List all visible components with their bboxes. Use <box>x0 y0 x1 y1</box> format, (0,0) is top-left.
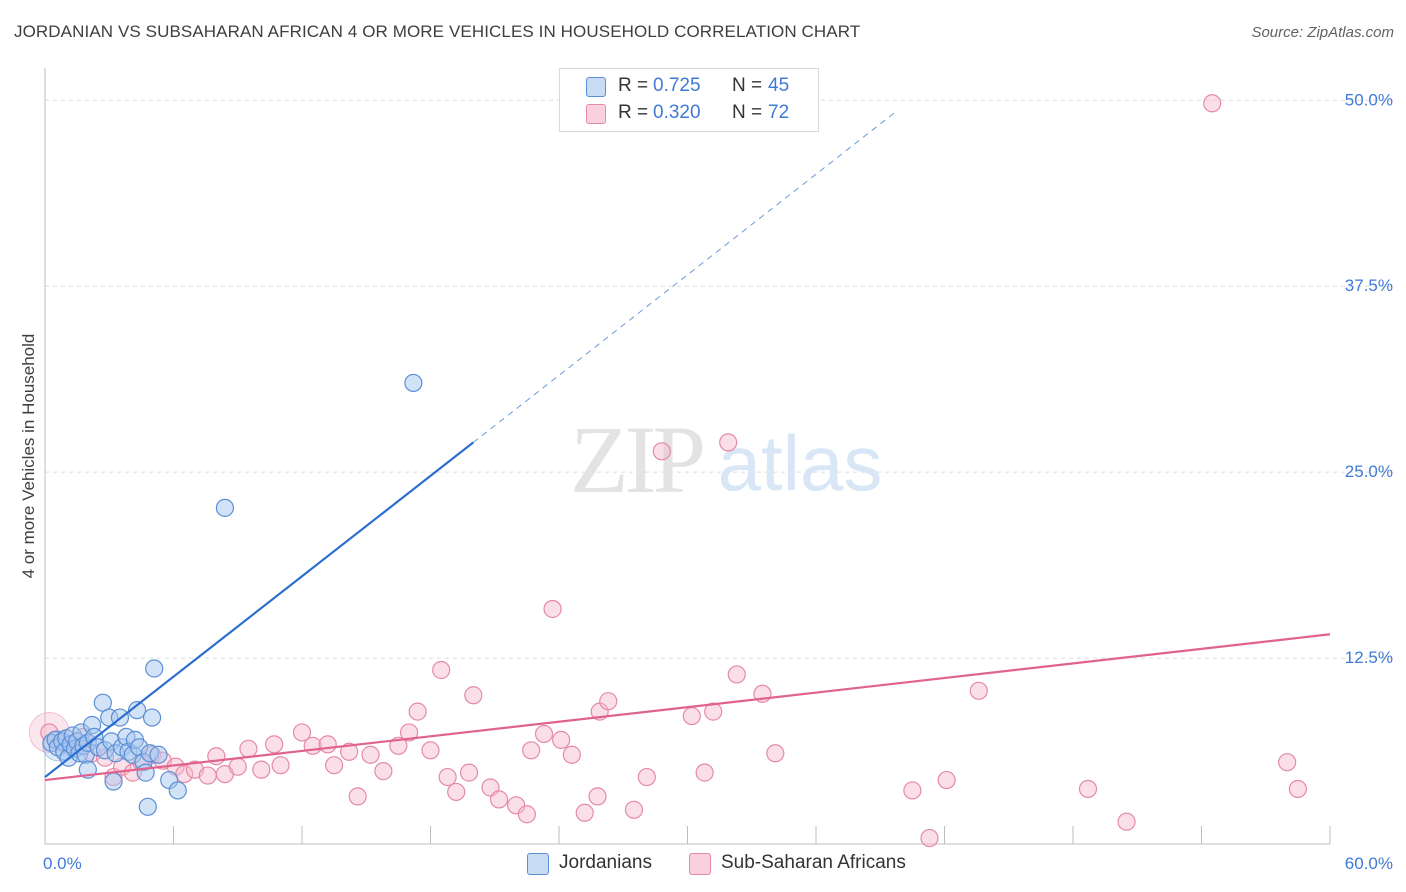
data-point-jordanian <box>404 373 423 393</box>
tick-labels: 12.5% 25.0% 37.5% 50.0% 0.0% 60.0% <box>43 90 1393 873</box>
legend-r-value: 0.320 <box>653 102 701 123</box>
y-axis-label: 4 or more Vehicles in Household <box>19 334 38 579</box>
watermark-atlas: atlas <box>718 419 883 507</box>
data-point-jordanian <box>215 498 234 517</box>
data-point-subsaharan <box>543 599 562 619</box>
data-point-subsaharan <box>459 763 479 782</box>
data-point-subsaharan <box>438 767 457 787</box>
data-point-subsaharan <box>265 735 284 754</box>
data-point-subsaharan <box>239 739 258 758</box>
x-tick-label: 60.0% <box>1345 854 1393 873</box>
data-point-subsaharan <box>318 735 337 754</box>
data-point-subsaharan <box>271 756 290 775</box>
zipatlas-watermark: ZIP atlas <box>570 406 882 513</box>
data-point-subsaharan <box>447 782 466 802</box>
data-point-subsaharan <box>920 828 939 848</box>
data-point-subsaharan <box>361 745 380 764</box>
data-point-subsaharan <box>534 724 554 744</box>
data-point-jordanian <box>104 772 123 791</box>
data-point-jordanian <box>168 781 187 800</box>
data-point-subsaharan <box>348 787 367 806</box>
data-point-subsaharan <box>464 686 483 705</box>
data-point-subsaharan <box>228 757 247 776</box>
data-point-subsaharan <box>766 744 785 763</box>
data-point-subsaharan <box>588 787 607 806</box>
y-tick-label: 25.0% <box>1345 462 1393 481</box>
data-point-jordanian <box>138 797 157 816</box>
data-point-jordanian <box>145 659 164 678</box>
legend-r-label: R = <box>618 102 649 123</box>
data-point-subsaharan <box>637 767 656 787</box>
data-point-subsaharan <box>624 800 644 819</box>
source-attribution: Source: ZipAtlas.com <box>1251 24 1394 41</box>
data-point-subsaharan <box>432 660 451 680</box>
trendline-subsaharan <box>44 633 1331 782</box>
legend-r-value: 0.725 <box>653 75 701 96</box>
data-point-subsaharan <box>292 723 312 742</box>
legend-n-value: 72 <box>768 102 790 123</box>
legend-label: Sub-Saharan Africans <box>721 852 906 873</box>
data-point-subsaharan <box>1288 779 1307 799</box>
data-point-jordanian <box>149 745 168 764</box>
data-point-subsaharan <box>727 665 746 684</box>
data-point-subsaharan <box>1078 779 1098 799</box>
data-point-subsaharan <box>517 805 536 824</box>
data-point-subsaharan <box>1117 812 1136 831</box>
data-point-subsaharan <box>399 723 419 742</box>
y-tick-label: 12.5% <box>1345 648 1393 667</box>
data-point-subsaharan <box>1203 94 1222 113</box>
data-point-subsaharan <box>374 762 393 781</box>
data-point-subsaharan <box>719 433 738 452</box>
data-point-subsaharan <box>408 702 427 721</box>
trendline-jordanians <box>44 441 475 778</box>
legend-swatch-pink <box>689 853 711 875</box>
data-point-subsaharan <box>695 763 714 782</box>
correlation-legend: R = 0.725 N = 45 R = 0.320 N = 72 <box>559 68 819 132</box>
legend-swatch-blue <box>527 853 549 875</box>
y-tick-label: 37.5% <box>1345 276 1393 295</box>
series-legend: Jordanians Sub-Saharan Africans <box>0 851 1406 877</box>
data-point-subsaharan <box>652 442 671 461</box>
data-point-subsaharan <box>421 741 440 760</box>
data-point-subsaharan <box>969 681 988 700</box>
axes <box>44 68 1331 845</box>
data-point-subsaharan <box>937 770 956 790</box>
data-point-subsaharan <box>340 742 359 761</box>
data-point-subsaharan <box>552 730 571 749</box>
data-point-subsaharan <box>198 766 217 785</box>
data-point-subsaharan <box>575 803 594 822</box>
chart-title: JORDANIAN VS SUBSAHARAN AFRICAN 4 OR MOR… <box>14 22 861 41</box>
legend-n-label: N = <box>732 75 763 96</box>
data-point-subsaharan <box>1278 753 1297 772</box>
trendlines <box>44 111 1331 782</box>
data-point-subsaharan <box>704 702 723 721</box>
data-point-subsaharan <box>903 781 922 800</box>
legend-swatch-blue <box>586 77 606 97</box>
legend-r-label: R = <box>618 75 649 96</box>
legend-swatch-pink <box>586 104 606 124</box>
data-point-subsaharan <box>562 745 581 764</box>
data-point-subsaharan <box>599 692 618 711</box>
data-point-jordanian <box>142 708 162 727</box>
data-point-subsaharan <box>303 736 322 755</box>
data-point-subsaharan <box>325 756 344 775</box>
trendline-jordanians-extension <box>473 111 896 443</box>
y-tick-label: 50.0% <box>1345 90 1393 109</box>
data-point-subsaharan <box>252 760 271 779</box>
data-point-subsaharan <box>522 741 541 760</box>
watermark-zip: ZIP <box>570 406 703 513</box>
data-point-jordanian <box>136 763 155 782</box>
data-point-subsaharan <box>389 736 408 755</box>
legend-n-value: 45 <box>768 75 790 96</box>
data-point-jordanian <box>127 701 147 720</box>
data-point-subsaharan <box>682 706 701 726</box>
x-tick-label: 0.0% <box>43 854 82 873</box>
data-point-subsaharan <box>489 790 509 809</box>
grid-lines <box>45 99 1395 659</box>
legend-n-label: N = <box>732 102 763 123</box>
legend-label: Jordanians <box>559 852 652 873</box>
jordanian-points <box>42 373 423 816</box>
